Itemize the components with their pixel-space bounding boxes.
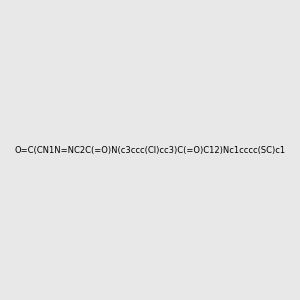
Text: O=C(CN1N=NC2C(=O)N(c3ccc(Cl)cc3)C(=O)C12)Nc1cccc(SC)c1: O=C(CN1N=NC2C(=O)N(c3ccc(Cl)cc3)C(=O)C12… bbox=[14, 146, 286, 154]
